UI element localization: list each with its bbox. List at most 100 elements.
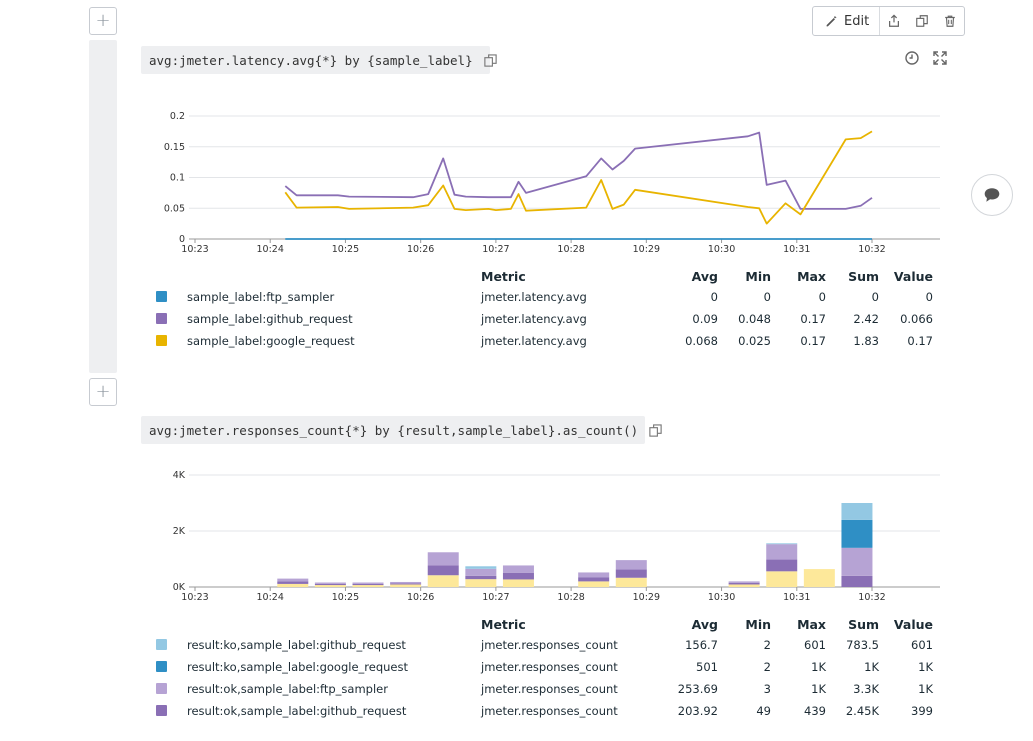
bar-segment [841,575,873,587]
legend-avg: 0.068 [685,334,718,348]
bar-segment [841,547,873,576]
comment-button[interactable] [971,174,1013,216]
bar-segment [427,565,459,576]
legend-tag: sample_label:google_request [187,334,355,348]
legend-sum: Sum [848,617,879,632]
legend-value: 1K [918,660,933,674]
legend-metric: jmeter.responses_count [481,682,618,696]
pencil-icon [826,15,837,26]
y-tick-label: 0.2 [170,111,185,122]
legend-value: Value [893,617,933,632]
legend-swatch [156,661,167,672]
x-tick-label: 10:30 [708,244,735,255]
legend-tag: result:ko,sample_label:google_request [187,660,409,674]
bar-segment [615,577,647,587]
legend-avg: 0.09 [692,312,718,326]
copy-query-button[interactable] [648,423,663,438]
share-icon [889,14,900,27]
legend-avg: 253.69 [677,682,718,696]
y-tick-label: 0.05 [164,203,185,214]
legend-sum: 0 [871,290,879,304]
legend-swatch [156,313,167,324]
legend-row[interactable]: result:ok,sample_label:github_request jme… [156,700,936,722]
bar-segment [390,584,422,587]
legend-row[interactable]: result:ko,sample_label:github_request jme… [156,634,936,656]
legend-tag: result:ko,sample_label:github_request [187,638,406,652]
bar-segment [766,544,798,560]
y-tick-label: 0.15 [164,142,185,153]
legend-header-row: Metric Avg Min Max Sum Value [156,265,936,287]
bar-segment [465,579,497,587]
trash-icon [945,15,955,27]
x-tick-label: 10:27 [482,244,509,255]
bar-segment [841,519,873,548]
add-widget-button-2[interactable]: + [89,378,117,406]
legend-value: 0.17 [907,334,933,348]
legend-row[interactable]: sample_label:github_request jmeter.latenc… [156,308,936,330]
legend-header-row: Metric Avg Min Max Sum Value [156,613,936,635]
x-tick-label: 10:31 [783,244,810,255]
legend-metric: jmeter.responses_count [481,638,618,652]
legend-metric: Metric [481,617,526,632]
bar-segment [465,566,497,569]
bar-segment [502,572,534,580]
bar-segment [578,577,610,582]
x-tick-label: 10:30 [708,592,735,603]
legend-value: 601 [911,638,933,652]
widget-drag-rail[interactable] [89,40,117,373]
legend-row[interactable]: sample_label:ftp_sampler jmeter.latency.a… [156,286,936,308]
x-tick-label: 10:23 [181,592,208,603]
delete-button[interactable] [936,7,964,35]
legend-tag: sample_label:github_request [187,312,353,326]
legend-min: 2 [763,660,771,674]
bar-segment [390,581,422,584]
legend-metric: jmeter.latency.avg [481,334,587,348]
latency-legend: Metric Avg Min Max Sum Value sample_label:ftp_… [156,265,936,355]
widget-toolbar: Edit [812,6,966,36]
add-widget-button[interactable]: + [89,7,117,35]
bar-segment [841,503,873,520]
legend-swatch [156,639,167,650]
bar-segment [277,583,309,587]
legend-min: Min [745,617,771,632]
legend-row[interactable]: sample_label:google_request jmeter.latenc… [156,330,936,352]
legend-sum: Sum [848,269,879,284]
share-button[interactable] [880,7,908,35]
query-title-responses: avg:jmeter.responses_count{*} by {result… [141,416,662,444]
fullscreen-button[interactable] [932,50,948,66]
y-tick-label: 4K [173,470,186,481]
copy-query-button[interactable] [483,53,498,68]
x-tick-label: 10:25 [332,592,359,603]
legend-min: 0.048 [738,312,771,326]
legend-max: 1K [811,660,826,674]
widget-header-icons [904,50,948,66]
time-button[interactable] [904,50,920,66]
legend-swatch [156,705,167,716]
x-tick-label: 10:32 [858,244,885,255]
responses-chart-svg[interactable]: 0K 2K 4K 10:23 10:24 10:25 10:26 10:27 10:28 10:2… [150,464,950,606]
clock-icon [905,51,919,65]
bar-segment [766,571,798,587]
x-tick-label: 10:23 [181,244,208,255]
legend-value: 0 [925,290,933,304]
x-tick-label: 10:24 [257,244,284,255]
clone-button[interactable] [908,7,936,35]
bar-segment [352,583,384,586]
bar-segment [314,585,346,587]
legend-row[interactable]: result:ko,sample_label:google_request jme… [156,656,936,678]
legend-swatch [156,291,167,302]
x-tick-label: 10:26 [407,244,434,255]
legend-value: 0.066 [900,312,933,326]
legend-avg: 203.92 [677,704,718,718]
y-tick-label: 2K [173,526,186,537]
bar-segment [728,584,760,587]
legend-row[interactable]: result:ok,sample_label:ftp_sampler jmeter… [156,678,936,700]
x-tick-label: 10:26 [407,592,434,603]
legend-tag: result:ok,sample_label:ftp_sampler [187,682,388,696]
bar-segment [615,560,647,570]
latency-chart-svg[interactable]: 0 0.05 0.1 0.15 0.2 10:23 10:24 10:25 10:26 10:27… [150,105,950,255]
edit-button[interactable]: Edit [813,7,881,35]
legend-max: Max [797,269,826,284]
legend-min: Min [745,269,771,284]
